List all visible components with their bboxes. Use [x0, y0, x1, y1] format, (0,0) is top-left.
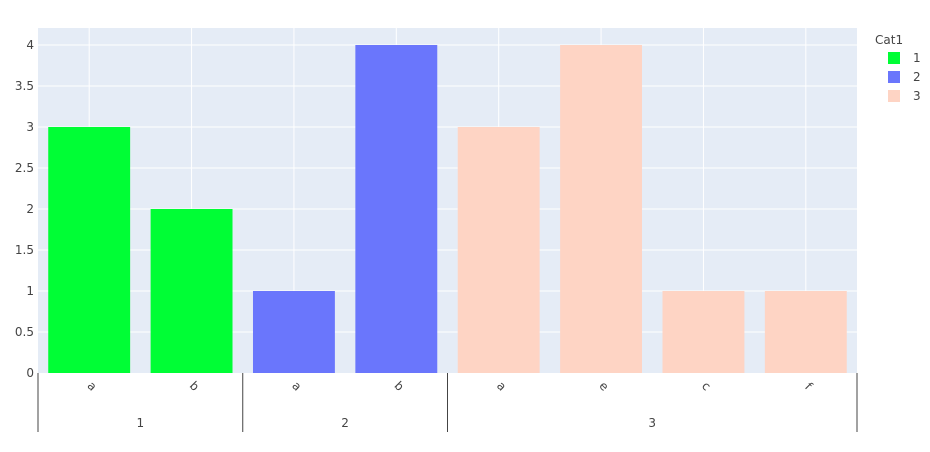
- y-tick-label: 1: [26, 284, 34, 298]
- x-axis-group-ticks: 1 2 3: [37, 373, 858, 432]
- y-tick-label: 3.5: [15, 79, 34, 93]
- bar: [560, 45, 643, 373]
- legend-swatch: [888, 71, 900, 83]
- bar: [457, 127, 540, 373]
- legend-swatch: [888, 90, 900, 102]
- bar: [150, 209, 233, 373]
- y-tick-label: 0: [26, 366, 34, 380]
- legend-item-label: 1: [913, 51, 921, 65]
- x-group-label: 3: [648, 416, 656, 430]
- x-category-label: e: [596, 379, 611, 394]
- legend-item-label: 3: [913, 89, 921, 103]
- bar: [662, 291, 745, 373]
- bar: [764, 291, 847, 373]
- x-category-label: b: [391, 379, 406, 394]
- legend-swatch: [888, 52, 900, 64]
- bars: [48, 45, 847, 373]
- legend-title: Cat1: [875, 33, 903, 47]
- bar: [252, 291, 335, 373]
- bar: [48, 127, 131, 373]
- x-group-label: 2: [341, 416, 349, 430]
- y-tick-label: 3: [26, 120, 34, 134]
- x-category-label: a: [494, 379, 509, 394]
- y-tick-label: 2: [26, 202, 34, 216]
- legend[interactable]: Cat1 1 2 3: [875, 33, 921, 103]
- y-tick-label: 0.5: [15, 325, 34, 339]
- y-tick-label: 2.5: [15, 161, 34, 175]
- x-category-label: b: [187, 379, 202, 394]
- y-axis-ticks: 0 0.5 1 1.5 2 2.5 3 3.5 4: [15, 38, 34, 380]
- x-category-label: a: [289, 379, 304, 394]
- bar: [355, 45, 438, 373]
- y-tick-label: 4: [26, 38, 34, 52]
- y-tick-label: 1.5: [15, 243, 34, 257]
- x-group-label: 1: [137, 416, 145, 430]
- x-category-label: a: [84, 379, 99, 394]
- x-category-label: c: [699, 379, 714, 394]
- legend-item-label: 2: [913, 70, 921, 84]
- x-category-label: f: [802, 380, 815, 393]
